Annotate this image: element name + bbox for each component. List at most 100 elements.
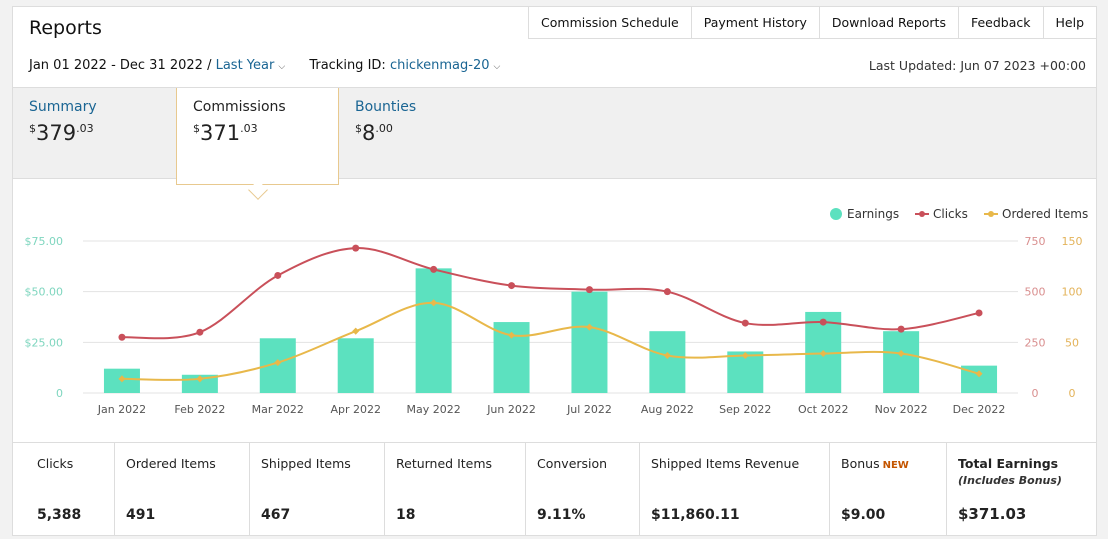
x-tick-label: Jul 2022 xyxy=(566,403,612,416)
tab-summary-label: Summary xyxy=(29,99,97,115)
stat-returned-items: Returned Items 18 xyxy=(384,443,525,536)
line-ordered-items xyxy=(121,301,980,382)
reports-panel: Reports Commission Schedule Payment Hist… xyxy=(12,6,1097,536)
x-tick-label: Aug 2022 xyxy=(641,403,694,416)
stat-label: Returned Items xyxy=(396,456,493,471)
tab-summary-amount: $379.03 xyxy=(29,121,94,145)
y-tick-label-earnings: $25.00 xyxy=(25,336,64,349)
stat-clicks: Clicks 5,388 xyxy=(13,443,114,536)
point-clicks xyxy=(897,325,905,333)
chevron-down-icon: ⌵ xyxy=(493,62,501,72)
point-ordered-items xyxy=(196,375,204,383)
point-ordered-items xyxy=(274,359,282,367)
x-tick-label: Sep 2022 xyxy=(719,403,771,416)
stat-value: 5,388 xyxy=(37,507,82,523)
stat-value: 9.11% xyxy=(537,507,586,523)
point-clicks xyxy=(352,244,360,252)
tab-commissions-amount: $371.03 xyxy=(193,121,258,145)
point-clicks xyxy=(118,333,126,341)
new-badge: NEW xyxy=(882,460,909,471)
legend-label-clicks: Clicks xyxy=(933,207,968,221)
x-tick-label: Nov 2022 xyxy=(875,403,928,416)
tab-summary[interactable]: Summary $379.03 xyxy=(13,88,163,180)
tracking-id-value: chickenmag-20 xyxy=(389,58,490,73)
filter-row: Jan 01 2022 - Dec 31 2022 / Last Year ⌵ T… xyxy=(29,58,500,73)
point-ordered-items xyxy=(741,351,749,360)
point-ordered-items xyxy=(897,349,905,358)
x-tick-label: Dec 2022 xyxy=(953,403,1006,416)
top-nav: Commission Schedule Payment History Down… xyxy=(528,6,1097,39)
y-tick-label-ordered-items: 50 xyxy=(1065,336,1079,349)
commission-schedule-button[interactable]: Commission Schedule xyxy=(541,15,679,30)
date-range-text: Jan 01 2022 - Dec 31 2022 / xyxy=(29,58,212,73)
line-clicks xyxy=(121,247,980,340)
y-tick-label-clicks: 0 xyxy=(1032,387,1039,400)
legend-marker-ordered-items xyxy=(988,211,994,217)
tab-commissions[interactable]: Commissions $371.03 xyxy=(176,88,339,185)
stat-value: 467 xyxy=(261,507,291,523)
stat-conversion: Conversion 9.11% xyxy=(525,443,639,536)
bar-earnings xyxy=(415,268,452,393)
tab-bounties-amount: $8.00 xyxy=(355,121,393,145)
x-tick-label: Mar 2022 xyxy=(252,403,304,416)
y-tick-label-clicks: 500 xyxy=(1025,286,1046,299)
period-dropdown[interactable]: Last Year ⌵ xyxy=(216,58,286,73)
point-ordered-items xyxy=(663,351,671,360)
bar-earnings xyxy=(649,331,686,393)
x-tick-label: Jan 2022 xyxy=(97,403,146,416)
stat-sublabel: (Includes Bonus) xyxy=(958,474,1062,487)
stat-label: Total Earnings xyxy=(958,456,1059,471)
y-tick-label-earnings: 0 xyxy=(56,387,63,400)
y-tick-label-earnings: $75.00 xyxy=(25,235,64,248)
period-label: Last Year xyxy=(215,58,275,73)
bar-earnings xyxy=(883,331,920,393)
point-clicks xyxy=(274,271,282,279)
point-ordered-items xyxy=(352,327,360,335)
tab-bounties-label: Bounties xyxy=(355,99,417,115)
legend-label-ordered-items: Ordered Items xyxy=(1002,207,1088,221)
point-clicks xyxy=(819,318,827,326)
x-tick-label: Jun 2022 xyxy=(486,403,536,416)
point-clicks xyxy=(196,328,204,336)
feedback-button[interactable]: Feedback xyxy=(957,7,1043,38)
stat-label: Bonus NEW xyxy=(841,456,909,471)
x-tick-label: Apr 2022 xyxy=(330,403,381,416)
stat-label: Shipped Items Revenue xyxy=(651,456,800,471)
point-clicks xyxy=(663,288,671,296)
point-clicks xyxy=(508,282,516,290)
point-ordered-items xyxy=(430,299,438,307)
download-reports-button[interactable]: Download Reports xyxy=(818,7,958,38)
tab-bounties[interactable]: Bounties $8.00 xyxy=(339,88,489,180)
point-clicks xyxy=(741,319,749,327)
page-title: Reports xyxy=(29,17,102,39)
stat-value: $371.03 xyxy=(958,505,1027,523)
stat-shipped-items: Shipped Items 467 xyxy=(249,443,384,536)
last-updated-text: Last Updated: Jun 07 2023 +00:00 xyxy=(868,58,1086,73)
stat-value: 491 xyxy=(126,507,156,523)
stat-value: $9.00 xyxy=(841,507,886,523)
help-button[interactable]: Help xyxy=(1042,7,1097,38)
stat-value: 18 xyxy=(396,507,416,523)
y-tick-label-ordered-items: 150 xyxy=(1062,235,1083,248)
x-tick-label: Feb 2022 xyxy=(174,403,225,416)
tracking-id-dropdown[interactable]: chickenmag-20 ⌵ xyxy=(390,58,500,73)
stat-label: Shipped Items xyxy=(261,456,351,471)
point-ordered-items xyxy=(585,323,593,331)
y-tick-label-ordered-items: 0 xyxy=(1069,387,1076,400)
y-tick-label-clicks: 750 xyxy=(1025,235,1046,248)
x-tick-label: Oct 2022 xyxy=(798,403,849,416)
legend-marker-clicks xyxy=(919,211,925,217)
stat-shipped-items-revenue: Shipped Items Revenue $11,860.11 xyxy=(639,443,829,536)
point-clicks xyxy=(430,265,438,273)
point-clicks xyxy=(585,286,593,294)
y-tick-label-ordered-items: 100 xyxy=(1062,286,1083,299)
stat-total-earnings: Total Earnings (Includes Bonus) $371.03 xyxy=(946,443,1096,536)
payment-history-button[interactable]: Payment History xyxy=(690,7,819,38)
x-tick-label: May 2022 xyxy=(407,403,461,416)
point-clicks xyxy=(975,309,983,317)
y-tick-label-earnings: $50.00 xyxy=(25,286,64,299)
legend-marker-earnings xyxy=(830,208,842,220)
stat-label: Clicks xyxy=(37,456,74,471)
stats-bar: Clicks 5,388 Ordered Items 491 Shipped I… xyxy=(13,442,1096,536)
stat-label: Conversion xyxy=(537,456,608,471)
